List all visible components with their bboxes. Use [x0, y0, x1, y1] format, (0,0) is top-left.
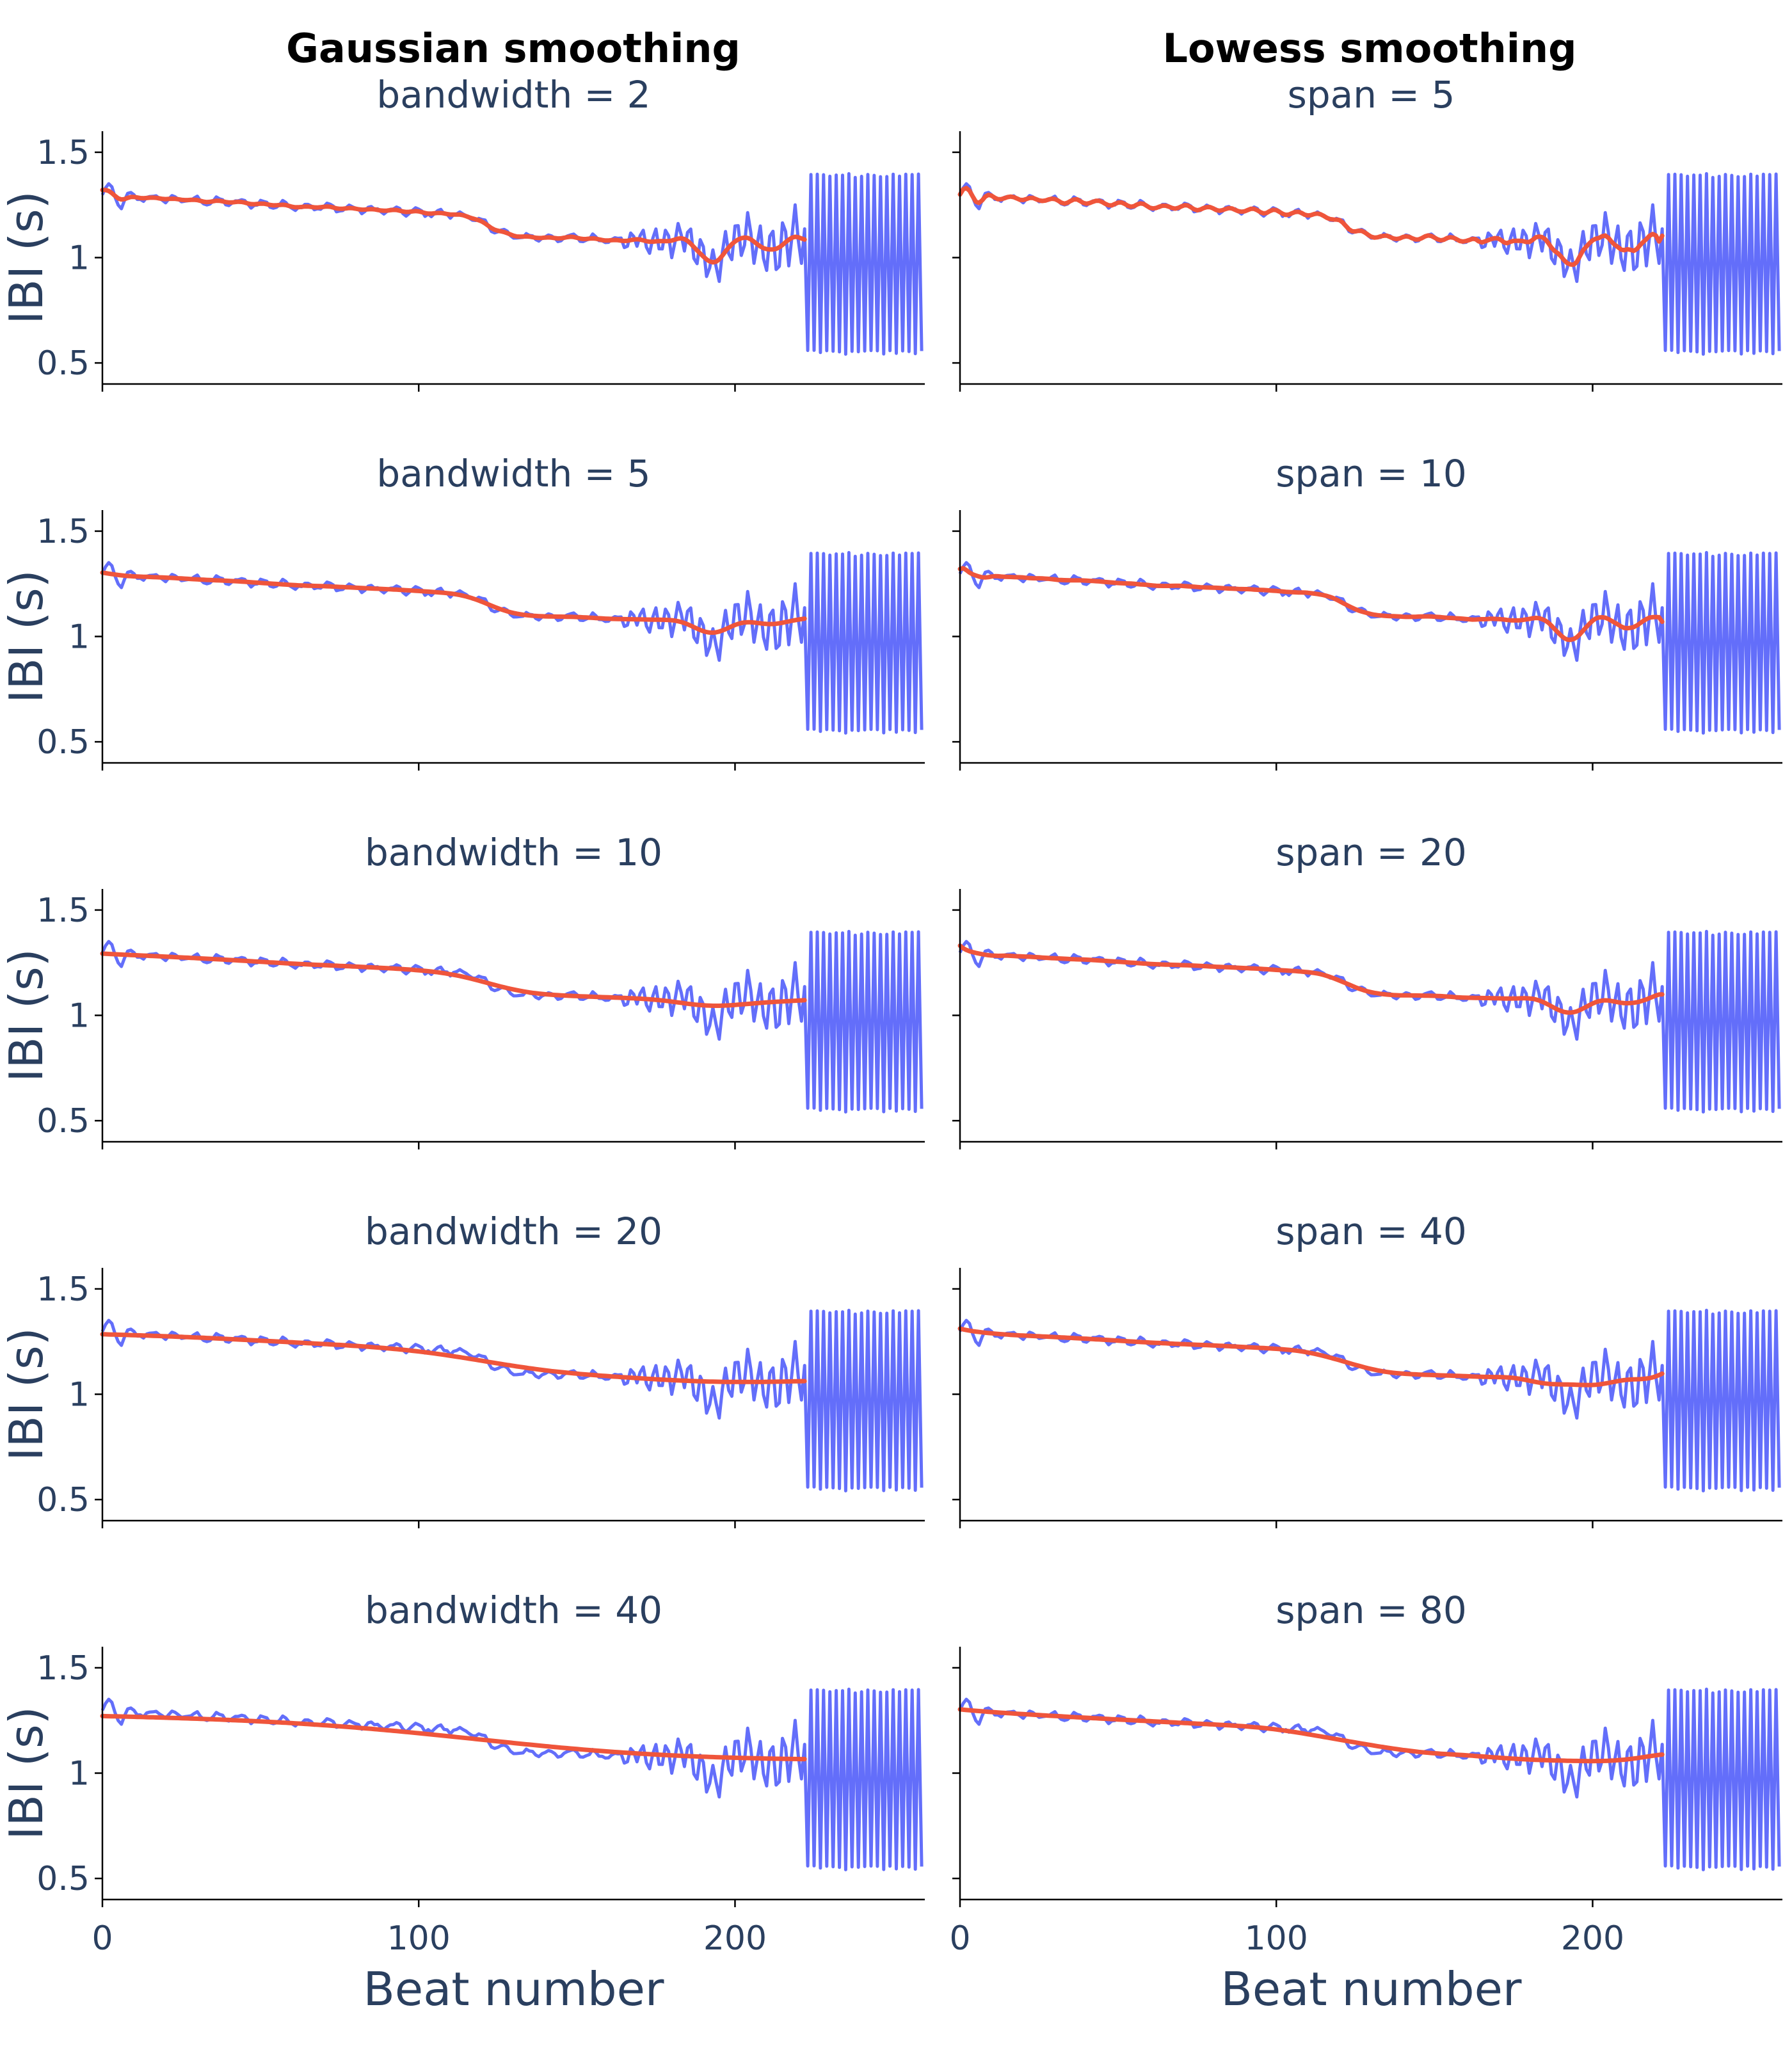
y-tick-label: 1: [68, 997, 90, 1036]
x-tick-label: 0: [949, 1919, 970, 1958]
y-axis-title: IBI (s): [0, 948, 53, 1082]
x-tick-label: 200: [1561, 1919, 1624, 1958]
series-smoothed-ibi: [100, 188, 807, 265]
series-smoothed-ibi: [957, 943, 1665, 1015]
y-axis-title: IBI (s): [0, 1327, 53, 1460]
series-smoothed-ibi: [100, 951, 807, 1008]
series-raw-ibi: [100, 1308, 924, 1492]
series-raw-ibi: [100, 1687, 924, 1871]
y-tick-label: 1: [68, 1376, 90, 1414]
panel-title: span = 5: [1288, 73, 1455, 116]
column-title-gaussian: Gaussian smoothing: [286, 25, 740, 72]
panel-title: span = 80: [1276, 1588, 1467, 1632]
panel-title: span = 10: [1276, 452, 1467, 495]
y-tick-label: 1.5: [36, 134, 90, 172]
panel-title: bandwidth = 20: [365, 1210, 662, 1253]
series-smoothed-ibi: [100, 1332, 807, 1384]
y-tick-label: 1.5: [36, 1649, 90, 1688]
y-tick-label: 1: [68, 1755, 90, 1793]
panel-grid: bandwidth = 2 0.5 1 1.5 IBI (s) bandwidth = 5…: [0, 73, 1782, 2016]
y-tick-label: 0.5: [36, 723, 90, 762]
y-tick-label: 1: [68, 239, 90, 278]
panel-title: bandwidth = 10: [365, 831, 662, 874]
y-tick-label: 1.5: [36, 513, 90, 551]
series-smoothed-ibi: [957, 186, 1665, 268]
y-axis-title: IBI (s): [0, 570, 53, 703]
x-tick-label: 200: [703, 1919, 767, 1958]
panel-title: bandwidth = 2: [376, 73, 650, 116]
series-smoothed-ibi: [100, 1713, 807, 1762]
x-axis-title: Beat number: [1221, 1962, 1522, 2016]
x-tick-label: 100: [1245, 1919, 1308, 1958]
y-axis-title: IBI (s): [0, 1706, 53, 1839]
series-smoothed-ibi: [100, 570, 807, 635]
y-tick-label: 0.5: [36, 1102, 90, 1140]
y-tick-label: 0.5: [36, 1481, 90, 1519]
panel-title: bandwidth = 40: [365, 1588, 662, 1632]
panel-title: bandwidth = 5: [376, 452, 650, 495]
panel-title: span = 20: [1276, 831, 1467, 874]
y-tick-label: 1: [68, 618, 90, 657]
series-smoothed-ibi: [957, 1326, 1665, 1388]
series-smoothed-ibi: [957, 566, 1665, 643]
y-tick-label: 0.5: [36, 1860, 90, 1898]
y-axis-title: IBI (s): [0, 191, 53, 324]
x-tick-label: 100: [387, 1919, 451, 1958]
panel-title: span = 40: [1276, 1210, 1467, 1253]
series-smoothed-ibi: [957, 1707, 1665, 1764]
column-title-lowess: Lowess smoothing: [1162, 25, 1576, 72]
y-tick-label: 1.5: [36, 892, 90, 930]
x-tick-label: 0: [92, 1919, 113, 1958]
x-axis-title: Beat number: [364, 1962, 664, 2016]
y-tick-label: 0.5: [36, 344, 90, 383]
y-tick-label: 1.5: [36, 1270, 90, 1309]
